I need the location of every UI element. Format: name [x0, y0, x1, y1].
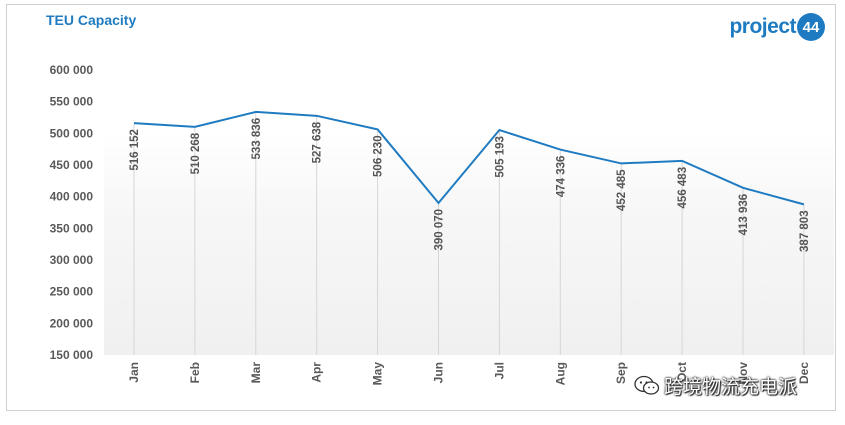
data-label: 390 070 [434, 209, 446, 251]
x-tick-label: May [371, 362, 385, 386]
x-axis: Jan Feb Mar Apr May Jun Jul Aug Sep Oct Nov Dec [127, 362, 811, 386]
x-tick-label: Dec [797, 362, 811, 384]
x-tick-label: Oct [675, 362, 689, 382]
data-label: 516 152 [129, 129, 141, 171]
data-label: 506 230 [373, 135, 385, 177]
logo-number-badge: 44 [797, 13, 825, 41]
x-tick-label: Jul [492, 362, 506, 379]
data-label: 474 336 [555, 156, 567, 198]
y-tick-label: 450 000 [50, 158, 94, 172]
data-label: 505 193 [494, 136, 506, 178]
y-tick-label: 600 000 [50, 63, 94, 77]
y-tick-label: 500 000 [50, 126, 94, 140]
y-tick-label: 300 000 [50, 253, 94, 267]
data-label: 456 483 [677, 167, 689, 209]
data-label: 387 803 [799, 210, 811, 252]
x-tick-label: Apr [310, 362, 324, 383]
y-tick-label: 150 000 [50, 348, 94, 362]
x-tick-label: Sep [614, 362, 628, 384]
wechat-icon [634, 375, 660, 395]
y-tick-label: 550 000 [50, 95, 94, 109]
data-label: 413 936 [738, 194, 750, 236]
x-tick-label: Nov [736, 362, 750, 385]
watermark: 跨境物流充电派 [634, 372, 797, 399]
x-tick-label: Jun [432, 362, 446, 383]
data-label: 533 836 [251, 118, 263, 160]
drop-lines [133, 111, 805, 355]
data-label: 510 268 [190, 132, 202, 174]
plot-background [104, 132, 834, 355]
chart-title: TEU Capacity [46, 12, 137, 28]
y-axis: 150 000 200 000 250 000 300 000 350 000 400 0… [50, 63, 94, 362]
project44-logo: project 44 [729, 12, 825, 42]
y-tick-label: 350 000 [50, 221, 94, 235]
y-tick-label: 200 000 [50, 316, 94, 330]
y-tick-label: 250 000 [50, 285, 94, 299]
watermark-text: 跨境物流充电派 [664, 376, 798, 398]
logo-text: project [729, 15, 796, 38]
y-tick-label: 400 000 [50, 190, 94, 204]
x-tick-label: Aug [553, 362, 567, 385]
data-labels: 516 152 510 268 533 836 527 638 506 230 390 0… [129, 118, 811, 252]
data-label: 527 638 [312, 121, 324, 163]
x-tick-label: Mar [249, 362, 263, 384]
series-line-teu-capacity [133, 110, 805, 206]
x-tick-label: Jan [127, 362, 141, 383]
x-tick-label: Feb [188, 362, 202, 383]
data-label: 452 485 [616, 169, 628, 211]
